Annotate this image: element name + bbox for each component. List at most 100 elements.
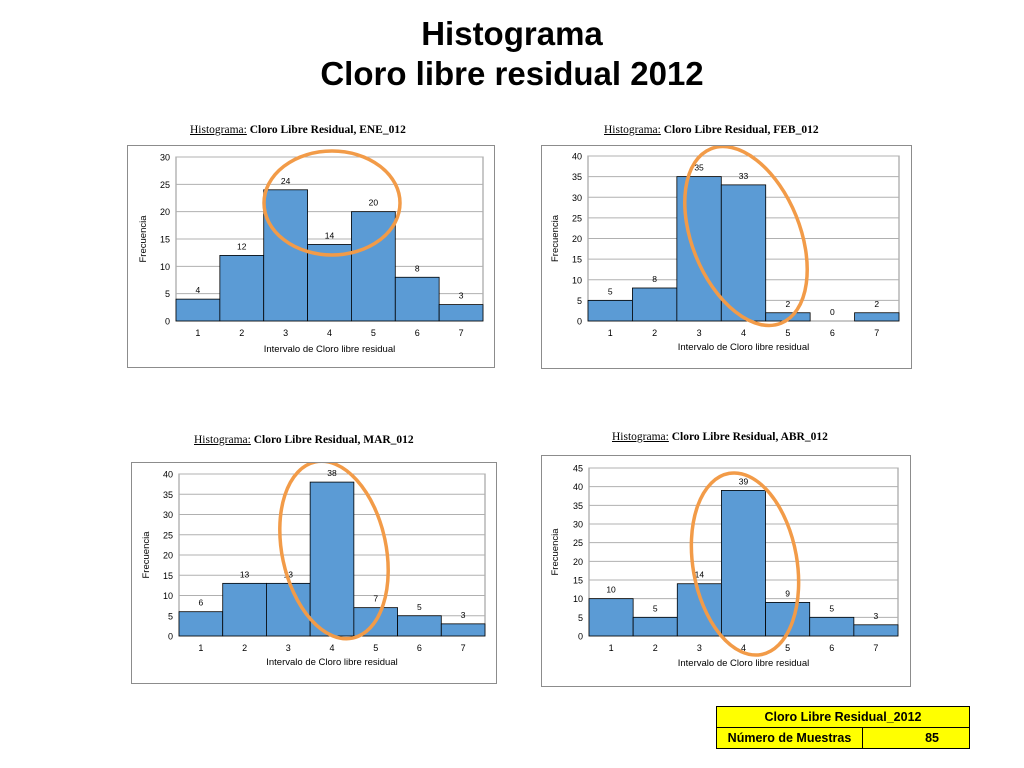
chart-heading: Histograma: Cloro Libre Residual, FEB_01…	[604, 124, 819, 136]
histogram-bar	[263, 189, 308, 322]
histogram-bar	[222, 582, 267, 637]
summary-title: Cloro Libre Residual_2012	[716, 706, 970, 728]
x-tick-label: 4	[741, 328, 746, 338]
x-axis-label: Intervalo de Cloro libre residual	[678, 342, 809, 353]
bar-value-label: 35	[694, 163, 704, 173]
bar-value-label: 2	[874, 299, 879, 309]
bar-value-label: 20	[369, 198, 379, 208]
bar-value-label: 9	[785, 588, 790, 598]
bar-value-label: 14	[695, 570, 705, 580]
x-axis-label: Intervalo de Cloro libre residual	[264, 344, 395, 355]
histogram-bar	[175, 298, 221, 322]
bar-value-label: 13	[240, 569, 250, 579]
x-tick-label: 3	[697, 328, 702, 338]
x-tick-label: 6	[417, 643, 422, 653]
y-tick-label: 20	[160, 207, 170, 217]
y-tick-label: 10	[163, 591, 173, 601]
y-tick-label: 10	[573, 594, 583, 604]
y-tick-label: 40	[163, 470, 173, 480]
y-axis-label: Frecuencia	[550, 214, 561, 262]
y-tick-label: 20	[573, 557, 583, 567]
y-tick-label: 40	[573, 482, 583, 492]
histogram-bar	[438, 304, 484, 322]
x-axis-label: Intervalo de Cloro libre residual	[678, 658, 809, 669]
histogram-bar	[178, 611, 224, 637]
histogram-mar: 051015202530354061132133384755637Interva…	[141, 459, 486, 668]
x-tick-label: 1	[198, 643, 203, 653]
y-tick-label: 0	[577, 317, 582, 327]
y-axis-label: Frecuencia	[550, 528, 561, 576]
y-tick-label: 25	[572, 213, 582, 223]
sample-count-value: 85	[862, 727, 970, 749]
x-tick-label: 7	[459, 328, 464, 338]
y-tick-label: 25	[163, 530, 173, 540]
y-tick-label: 30	[572, 193, 582, 203]
x-tick-label: 5	[785, 643, 790, 653]
sample-count-label: Número de Muestras	[716, 727, 863, 749]
y-tick-label: 10	[572, 275, 582, 285]
bar-value-label: 38	[327, 468, 337, 478]
y-tick-label: 35	[573, 501, 583, 511]
histogram-ene: 0 5 10 15 20 25 30 4 1 12 2 24 3 14 4 20 5 8 6 3 7 Intervalo …	[138, 149, 484, 355]
x-tick-label: 7	[873, 643, 878, 653]
histogram-bar	[219, 255, 265, 322]
bar-value-label: 24	[281, 176, 291, 186]
chart-heading-prefix: Histograma:	[190, 124, 247, 136]
x-tick-label: 2	[652, 328, 657, 338]
bar-value-label: 8	[652, 274, 657, 284]
chart-heading: Histograma: Cloro Libre Residual, ENE_01…	[190, 124, 406, 136]
highlight-ellipse	[689, 471, 801, 657]
bar-value-label: 5	[608, 286, 613, 296]
bar-value-label: 2	[786, 299, 791, 309]
y-tick-label: 15	[572, 255, 582, 265]
bar-value-label: 5	[829, 603, 834, 613]
histogram-bar	[309, 481, 355, 637]
y-tick-label: 25	[160, 180, 170, 190]
y-tick-label: 35	[163, 490, 173, 500]
x-tick-label: 1	[195, 328, 200, 338]
histogram-bar	[721, 490, 766, 637]
highlight-ellipse	[683, 144, 809, 328]
slide-title-line1: Histograma	[421, 15, 603, 52]
x-axis-label: Intervalo de Cloro libre residual	[266, 657, 397, 668]
y-tick-label: 30	[163, 510, 173, 520]
y-tick-label: 30	[160, 153, 170, 163]
y-tick-label: 15	[573, 576, 583, 586]
x-tick-label: 2	[242, 643, 247, 653]
x-tick-label: 1	[608, 328, 613, 338]
histogram-bar	[809, 616, 855, 637]
y-tick-label: 5	[577, 296, 582, 306]
x-tick-label: 4	[329, 643, 334, 653]
chart-heading-prefix: Histograma:	[604, 124, 661, 136]
y-tick-label: 5	[165, 289, 170, 299]
y-tick-label: 25	[573, 538, 583, 548]
histogram-bar	[632, 287, 678, 322]
x-tick-label: 2	[653, 643, 658, 653]
bar-value-label: 6	[198, 598, 203, 608]
x-tick-label: 5	[373, 643, 378, 653]
y-axis-label: Frecuencia	[138, 215, 149, 263]
bar-value-label: 39	[739, 476, 749, 486]
y-tick-label: 20	[163, 551, 173, 561]
bar-value-label: 12	[237, 241, 247, 251]
y-tick-label: 5	[578, 613, 583, 623]
bar-value-label: 3	[459, 291, 464, 301]
bar-value-label: 3	[874, 611, 879, 621]
histogram-bar	[588, 598, 634, 637]
y-tick-label: 0	[168, 632, 173, 642]
x-tick-label: 5	[371, 328, 376, 338]
histogram-bar	[397, 615, 442, 637]
chart-frame: 0 5 10 15 20 25 30 35 40 45 10 1 5 2 14 3 39 4 9 5 5 6 3 7 Inter…	[541, 455, 911, 687]
histogram-bar	[853, 624, 899, 637]
chart-heading-prefix: Histograma:	[612, 431, 669, 443]
histogram-bar	[351, 211, 396, 322]
chart-heading-text: Cloro Libre Residual, FEB_012	[663, 124, 819, 136]
slide-title-line2: Cloro libre residual 2012	[320, 55, 704, 92]
x-tick-label: 6	[830, 328, 835, 338]
y-tick-label: 20	[572, 234, 582, 244]
bar-value-label: 7	[373, 594, 378, 604]
bar-value-label: 14	[325, 230, 335, 240]
bar-value-label: 8	[415, 263, 420, 273]
bar-value-label: 3	[461, 610, 466, 620]
summary-table: Cloro Libre Residual_2012 Número de Mues…	[716, 706, 970, 749]
